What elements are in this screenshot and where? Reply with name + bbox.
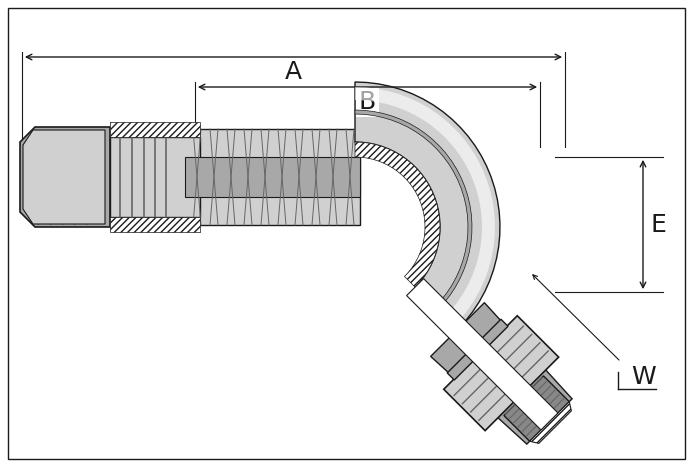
Polygon shape bbox=[185, 129, 360, 225]
Polygon shape bbox=[110, 217, 200, 232]
Polygon shape bbox=[444, 316, 559, 431]
Polygon shape bbox=[355, 87, 495, 326]
Polygon shape bbox=[185, 157, 360, 197]
Polygon shape bbox=[430, 303, 572, 444]
Text: E: E bbox=[650, 212, 666, 236]
Polygon shape bbox=[504, 376, 569, 441]
Polygon shape bbox=[110, 137, 200, 217]
Polygon shape bbox=[355, 82, 500, 330]
Text: B: B bbox=[359, 90, 376, 114]
Polygon shape bbox=[23, 130, 105, 224]
Polygon shape bbox=[110, 122, 200, 137]
Polygon shape bbox=[20, 127, 110, 227]
Polygon shape bbox=[529, 402, 571, 443]
Text: A: A bbox=[285, 60, 302, 84]
Polygon shape bbox=[355, 142, 440, 287]
Text: W: W bbox=[631, 365, 656, 389]
Polygon shape bbox=[447, 319, 508, 380]
Polygon shape bbox=[407, 279, 558, 430]
Polygon shape bbox=[355, 110, 472, 310]
